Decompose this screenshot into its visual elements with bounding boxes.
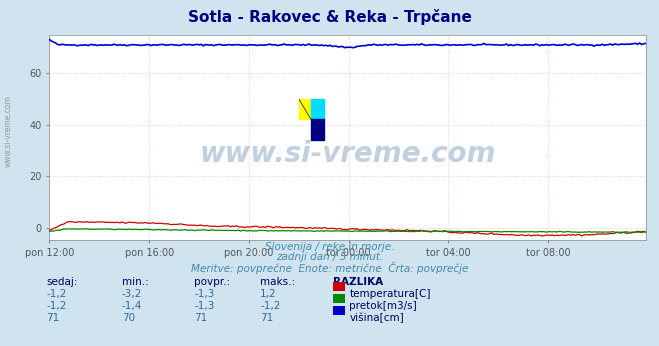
Text: temperatura[C]: temperatura[C]: [349, 289, 431, 299]
Text: višina[cm]: višina[cm]: [349, 313, 404, 324]
Text: 71: 71: [260, 313, 273, 323]
Text: 71: 71: [194, 313, 208, 323]
Text: RAZLIKA: RAZLIKA: [333, 277, 383, 287]
Text: maks.:: maks.:: [260, 277, 295, 287]
Text: zadnji dan / 5 minut.: zadnji dan / 5 minut.: [276, 252, 383, 262]
Text: www.si-vreme.com: www.si-vreme.com: [200, 140, 496, 168]
Text: min.:: min.:: [122, 277, 149, 287]
Text: povpr.:: povpr.:: [194, 277, 231, 287]
Text: 70: 70: [122, 313, 135, 323]
Text: -1,3: -1,3: [194, 301, 215, 311]
Text: -1,2: -1,2: [46, 289, 67, 299]
Text: -1,2: -1,2: [260, 301, 281, 311]
Text: Slovenija / reke in morje.: Slovenija / reke in morje.: [265, 242, 394, 252]
Text: -1,4: -1,4: [122, 301, 142, 311]
Text: Sotla - Rakovec & Reka - Trpčane: Sotla - Rakovec & Reka - Trpčane: [188, 9, 471, 25]
Text: www.si-vreme.com: www.si-vreme.com: [3, 95, 13, 167]
Text: sedaj:: sedaj:: [46, 277, 78, 287]
Text: pretok[m3/s]: pretok[m3/s]: [349, 301, 417, 311]
Text: -3,2: -3,2: [122, 289, 142, 299]
Text: -1,3: -1,3: [194, 289, 215, 299]
Text: Meritve: povprečne  Enote: metrične  Črta: povprečje: Meritve: povprečne Enote: metrične Črta:…: [191, 262, 468, 274]
Text: -1,2: -1,2: [46, 301, 67, 311]
Text: 1,2: 1,2: [260, 289, 277, 299]
Text: 71: 71: [46, 313, 59, 323]
